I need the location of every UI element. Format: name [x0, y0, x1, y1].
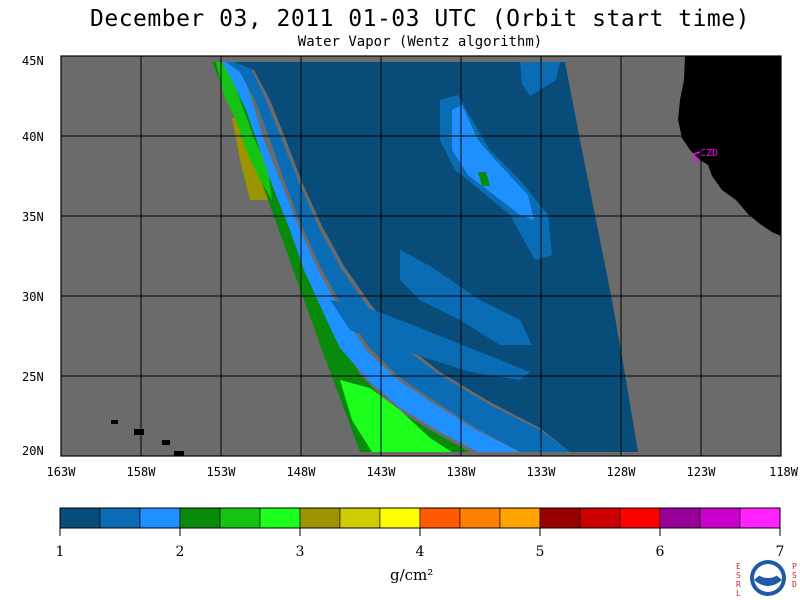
moisture-core-green — [478, 172, 490, 186]
colorbar-segment — [179, 507, 221, 529]
colorbar-segment — [739, 507, 781, 529]
lon-tick-label: 138W — [447, 465, 477, 479]
lat-tick-label: 25N — [22, 370, 44, 384]
lon-tick-label: 153W — [207, 465, 237, 479]
colorbar-tick-label: 4 — [416, 544, 425, 560]
colorbar-segment — [299, 507, 341, 529]
lat-tick-label: 35N — [22, 210, 44, 224]
colorbar-segment — [59, 507, 101, 529]
chart-title: December 03, 2011 01-03 UTC (Orbit start… — [90, 6, 750, 32]
colorbar-segment — [339, 507, 381, 529]
lon-tick-label: 118W — [769, 465, 799, 479]
colorbar-tick-label: 5 — [536, 544, 545, 560]
lat-tick-label: 20N — [22, 444, 44, 458]
latitude-labels: 45N 40N 35N 30N 25N 20N — [22, 54, 44, 458]
streak-lower — [330, 300, 530, 380]
colorbar-segment — [499, 507, 541, 529]
colorbar-segment — [459, 507, 501, 529]
colorbar-tick-label: 2 — [176, 544, 185, 560]
lon-tick-label: 143W — [367, 465, 397, 479]
lat-tick-label: 45N — [22, 54, 44, 68]
map-frame — [60, 55, 782, 457]
colorbar-segment — [139, 507, 181, 529]
lon-tick-label: 163W — [47, 465, 77, 479]
colorbar-tick-label: 6 — [656, 544, 665, 560]
land-california — [678, 56, 781, 236]
chart-subtitle: Water Vapor (Wentz algorithm) — [297, 34, 543, 50]
swath — [212, 62, 638, 452]
lat-tick-label: 30N — [22, 290, 44, 304]
moisture-core — [452, 105, 534, 220]
map-grid — [61, 56, 781, 456]
lon-tick-label: 158W — [127, 465, 157, 479]
colorbar — [59, 507, 781, 536]
colorbar-segment — [419, 507, 461, 529]
colorbar-segment — [379, 507, 421, 529]
colorbar-tick-labels: 1 2 3 4 5 6 7 — [56, 544, 785, 560]
swath-green — [216, 62, 272, 200]
swath-mid-blue — [226, 62, 570, 452]
station-czd-marker — [693, 151, 701, 161]
lon-tick-label: 148W — [287, 465, 317, 479]
colorbar-segment — [219, 507, 261, 529]
lat-tick-label: 40N — [22, 130, 44, 144]
swath-blue — [222, 62, 520, 452]
colorbar-segment — [659, 507, 701, 529]
colorbar-segment — [539, 507, 581, 529]
lon-tick-label: 133W — [527, 465, 557, 479]
colorbar-tick-label: 1 — [56, 544, 65, 560]
colorbar-segment — [619, 507, 661, 529]
streak-north — [520, 62, 560, 96]
colorbar-tick-label: 3 — [296, 544, 305, 560]
colorbar-segment — [259, 507, 301, 529]
station-label: CZD — [700, 148, 718, 159]
swath-bright-green — [340, 380, 452, 452]
swath-deep-blue — [234, 62, 638, 452]
colorbar-tick-label: 7 — [776, 544, 785, 560]
longitude-labels: 163W 158W 153W 148W 143W 138W 133W 128W 123W 118W — [47, 465, 799, 479]
streak-south — [400, 250, 532, 345]
colorbar-segment — [699, 507, 741, 529]
colorbar-segment — [579, 507, 621, 529]
colorbar-segment — [99, 507, 141, 529]
lon-tick-label: 123W — [687, 465, 717, 479]
lon-tick-label: 128W — [607, 465, 637, 479]
hawaii-islands — [111, 420, 184, 456]
colorbar-unit: g/cm² — [390, 566, 434, 584]
